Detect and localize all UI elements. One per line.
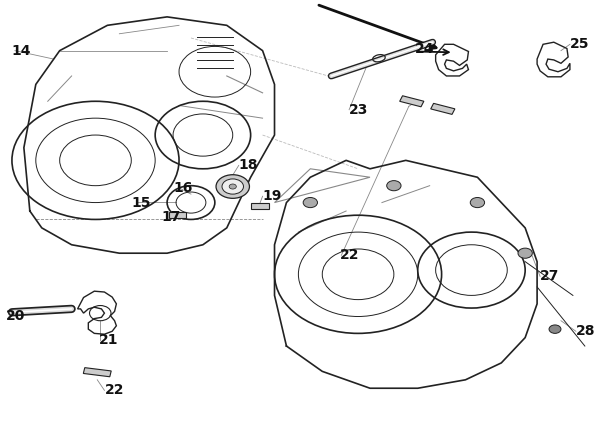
Polygon shape: [83, 368, 111, 377]
Text: 17: 17: [161, 210, 181, 225]
Circle shape: [470, 197, 485, 208]
Text: 27: 27: [540, 269, 559, 284]
Text: 16: 16: [173, 181, 193, 195]
Circle shape: [216, 175, 250, 198]
Polygon shape: [251, 203, 269, 209]
Text: 23: 23: [349, 103, 368, 117]
Text: 18: 18: [239, 158, 258, 173]
Text: 21: 21: [98, 333, 118, 347]
Text: 22: 22: [104, 383, 124, 398]
Circle shape: [222, 179, 244, 194]
Polygon shape: [400, 96, 424, 107]
Polygon shape: [169, 212, 186, 218]
Circle shape: [229, 184, 236, 189]
Text: 28: 28: [576, 324, 595, 338]
Circle shape: [549, 325, 561, 333]
Polygon shape: [431, 103, 455, 114]
Text: 19: 19: [263, 189, 282, 203]
Text: 22: 22: [340, 248, 359, 262]
Text: 25: 25: [570, 37, 589, 51]
Text: 24: 24: [415, 41, 434, 56]
Text: 20: 20: [6, 309, 25, 324]
Text: 15: 15: [131, 195, 151, 210]
Circle shape: [518, 248, 532, 258]
Circle shape: [387, 181, 401, 191]
Circle shape: [303, 197, 317, 208]
Text: 14: 14: [12, 43, 31, 58]
